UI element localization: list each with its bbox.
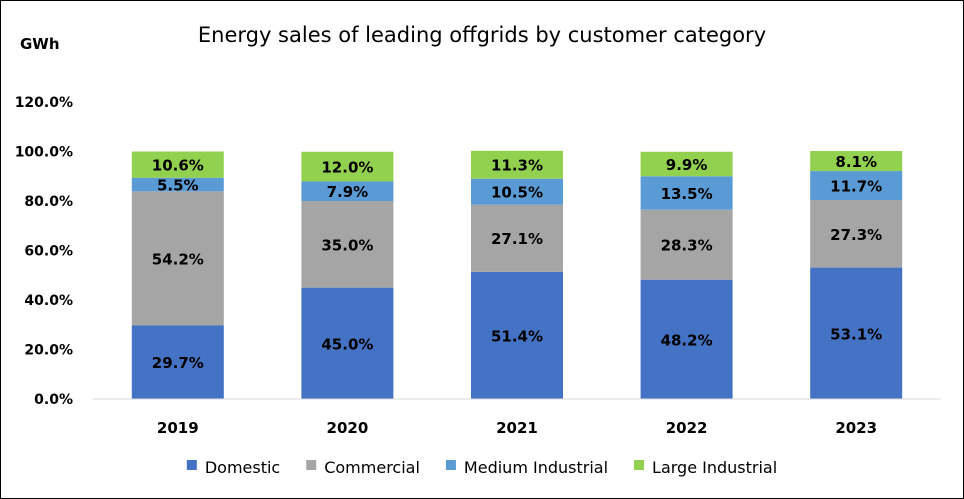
y-tick-label: 0.0% — [34, 392, 73, 408]
data-label-medium-industrial-2023: 11.7% — [830, 178, 882, 196]
bar-medium-industrial-2021 — [471, 178, 563, 205]
data-label-commercial-2019: 54.2% — [152, 250, 204, 268]
bar-large-industrial-2023 — [810, 151, 903, 172]
legend-label-medium-industrial: Medium Industrial — [464, 458, 608, 477]
x-axis: 2019 2020 2021 2022 2023 — [157, 419, 877, 437]
x-tick-label: 2020 — [327, 419, 369, 437]
legend-label-large-industrial: Large Industrial — [652, 458, 777, 477]
y-tick-label: 80.0% — [24, 194, 73, 210]
data-label-medium-industrial-2021: 10.5% — [491, 184, 543, 202]
y-axis: 0.0% 20.0% 40.0% 60.0% 80.0% 100.0% 120.0% — [15, 95, 73, 408]
y-tick-label: 60.0% — [24, 244, 73, 260]
bar-domestic-2019 — [131, 325, 224, 399]
bar-domestic-2022 — [640, 279, 733, 399]
data-label-domestic-2022: 48.2% — [661, 331, 713, 349]
data-label-large-industrial-2020: 12.0% — [321, 159, 373, 177]
data-label-large-industrial-2019: 10.6% — [152, 157, 204, 175]
bar-large-industrial-2019 — [131, 151, 224, 178]
bars: 29.7% 54.2% 5.5% 10.6% 45.0% 35.0% 7.9% 12.0% 51… — [131, 150, 903, 399]
unit-label: GWh — [20, 35, 60, 53]
data-label-commercial-2021: 27.1% — [491, 230, 543, 248]
legend-label-domestic: Domestic — [205, 458, 280, 477]
legend-marker-domestic — [186, 460, 197, 470]
data-label-commercial-2022: 28.3% — [661, 237, 713, 255]
x-tick-label: 2019 — [157, 419, 199, 437]
legend-marker-large-industrial — [634, 460, 645, 470]
bar-medium-industrial-2022 — [640, 176, 733, 210]
bar-medium-industrial-2019 — [131, 177, 224, 192]
bar-commercial-2023 — [810, 200, 903, 268]
data-label-large-industrial-2021: 11.3% — [491, 157, 543, 175]
data-label-domestic-2021: 51.4% — [491, 327, 543, 345]
bar-commercial-2021 — [471, 204, 563, 272]
data-label-large-industrial-2022: 9.9% — [666, 156, 708, 174]
x-tick-label: 2023 — [835, 419, 877, 437]
legend-marker-medium-industrial — [445, 460, 456, 470]
data-label-medium-industrial-2019: 5.5% — [157, 177, 199, 195]
x-tick-label: 2021 — [496, 419, 538, 437]
bar-large-industrial-2022 — [640, 151, 733, 177]
y-tick-label: 20.0% — [24, 343, 73, 359]
bar-commercial-2020 — [301, 201, 394, 288]
data-label-large-industrial-2023: 8.1% — [835, 153, 877, 171]
bar-large-industrial-2020 — [301, 151, 394, 182]
data-label-domestic-2023: 53.1% — [830, 325, 882, 343]
legend-marker-commercial — [306, 460, 317, 470]
data-label-commercial-2020: 35.0% — [321, 236, 373, 254]
bar-commercial-2019 — [131, 191, 224, 326]
chart-title: Energy sales of leading offgrids by cust… — [198, 23, 766, 47]
data-label-medium-industrial-2022: 13.5% — [661, 185, 713, 203]
legend-label-commercial: Commercial — [324, 458, 420, 477]
y-tick-label: 100.0% — [15, 145, 73, 161]
legend: Domestic Commercial Medium Industrial Large… — [186, 458, 777, 477]
y-tick-label: 40.0% — [24, 293, 73, 309]
bar-medium-industrial-2023 — [810, 171, 903, 201]
bar-commercial-2022 — [640, 209, 733, 280]
data-label-commercial-2023: 27.3% — [830, 226, 882, 244]
bar-domestic-2021 — [471, 271, 563, 399]
bar-domestic-2020 — [301, 287, 394, 399]
x-tick-label: 2022 — [666, 419, 708, 437]
data-label-domestic-2019: 29.7% — [152, 354, 204, 372]
bar-large-industrial-2021 — [471, 150, 563, 179]
bar-medium-industrial-2020 — [301, 181, 394, 201]
bar-domestic-2023 — [810, 267, 903, 399]
data-label-medium-industrial-2020: 7.9% — [327, 183, 369, 201]
y-tick-label: 120.0% — [15, 95, 73, 111]
data-label-domestic-2020: 45.0% — [321, 335, 373, 353]
